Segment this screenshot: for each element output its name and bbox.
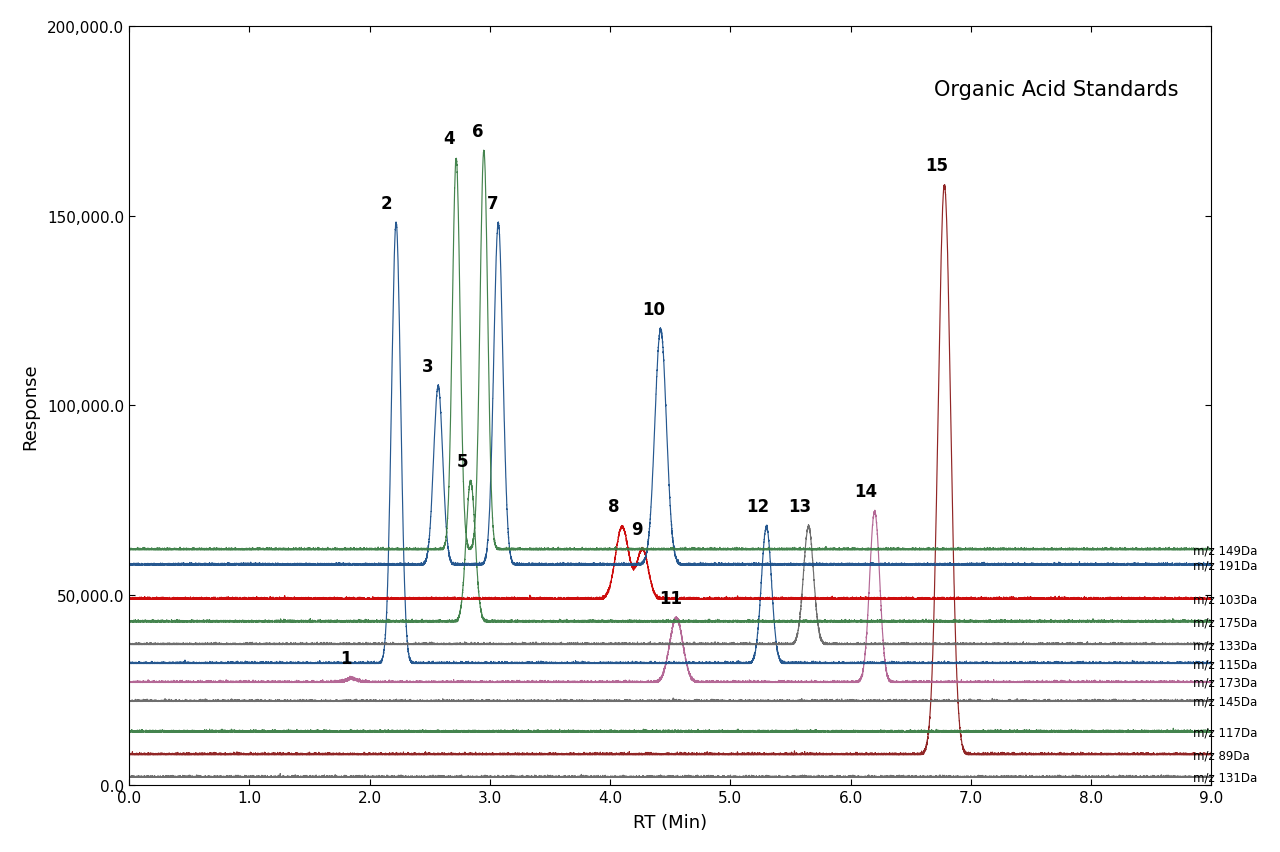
Text: 13: 13 (788, 498, 812, 515)
Text: m/z 173Da: m/z 173Da (1193, 676, 1257, 689)
Text: 5: 5 (457, 452, 468, 470)
Text: m/z 103Da: m/z 103Da (1193, 593, 1257, 606)
Text: Organic Acid Standards: Organic Acid Standards (934, 80, 1179, 100)
Text: m/z 175Da: m/z 175Da (1193, 615, 1257, 629)
Text: 15: 15 (925, 157, 948, 175)
Y-axis label: Response: Response (20, 363, 38, 449)
Text: 6: 6 (472, 123, 484, 141)
Text: m/z 133Da: m/z 133Da (1193, 638, 1257, 651)
Text: m/z 89Da: m/z 89Da (1193, 748, 1251, 761)
Text: m/z 117Da: m/z 117Da (1193, 726, 1258, 739)
Text: m/z 131Da: m/z 131Da (1193, 771, 1257, 784)
Text: 9: 9 (631, 521, 643, 538)
Text: m/z 145Da: m/z 145Da (1193, 695, 1257, 708)
Text: m/z 191Da: m/z 191Da (1193, 559, 1258, 572)
Text: 14: 14 (855, 483, 878, 501)
X-axis label: RT (Min): RT (Min) (634, 813, 708, 832)
Text: m/z 149Da: m/z 149Da (1193, 544, 1258, 556)
Text: 4: 4 (443, 130, 454, 148)
Text: 1: 1 (339, 649, 351, 667)
Text: 12: 12 (746, 498, 769, 515)
Text: 7: 7 (486, 194, 498, 212)
Text: 10: 10 (641, 301, 664, 319)
Text: 11: 11 (659, 589, 682, 607)
Text: 8: 8 (608, 498, 620, 515)
Text: m/z 115Da: m/z 115Da (1193, 657, 1257, 671)
Text: 2: 2 (380, 194, 392, 212)
Text: 3: 3 (421, 358, 433, 376)
